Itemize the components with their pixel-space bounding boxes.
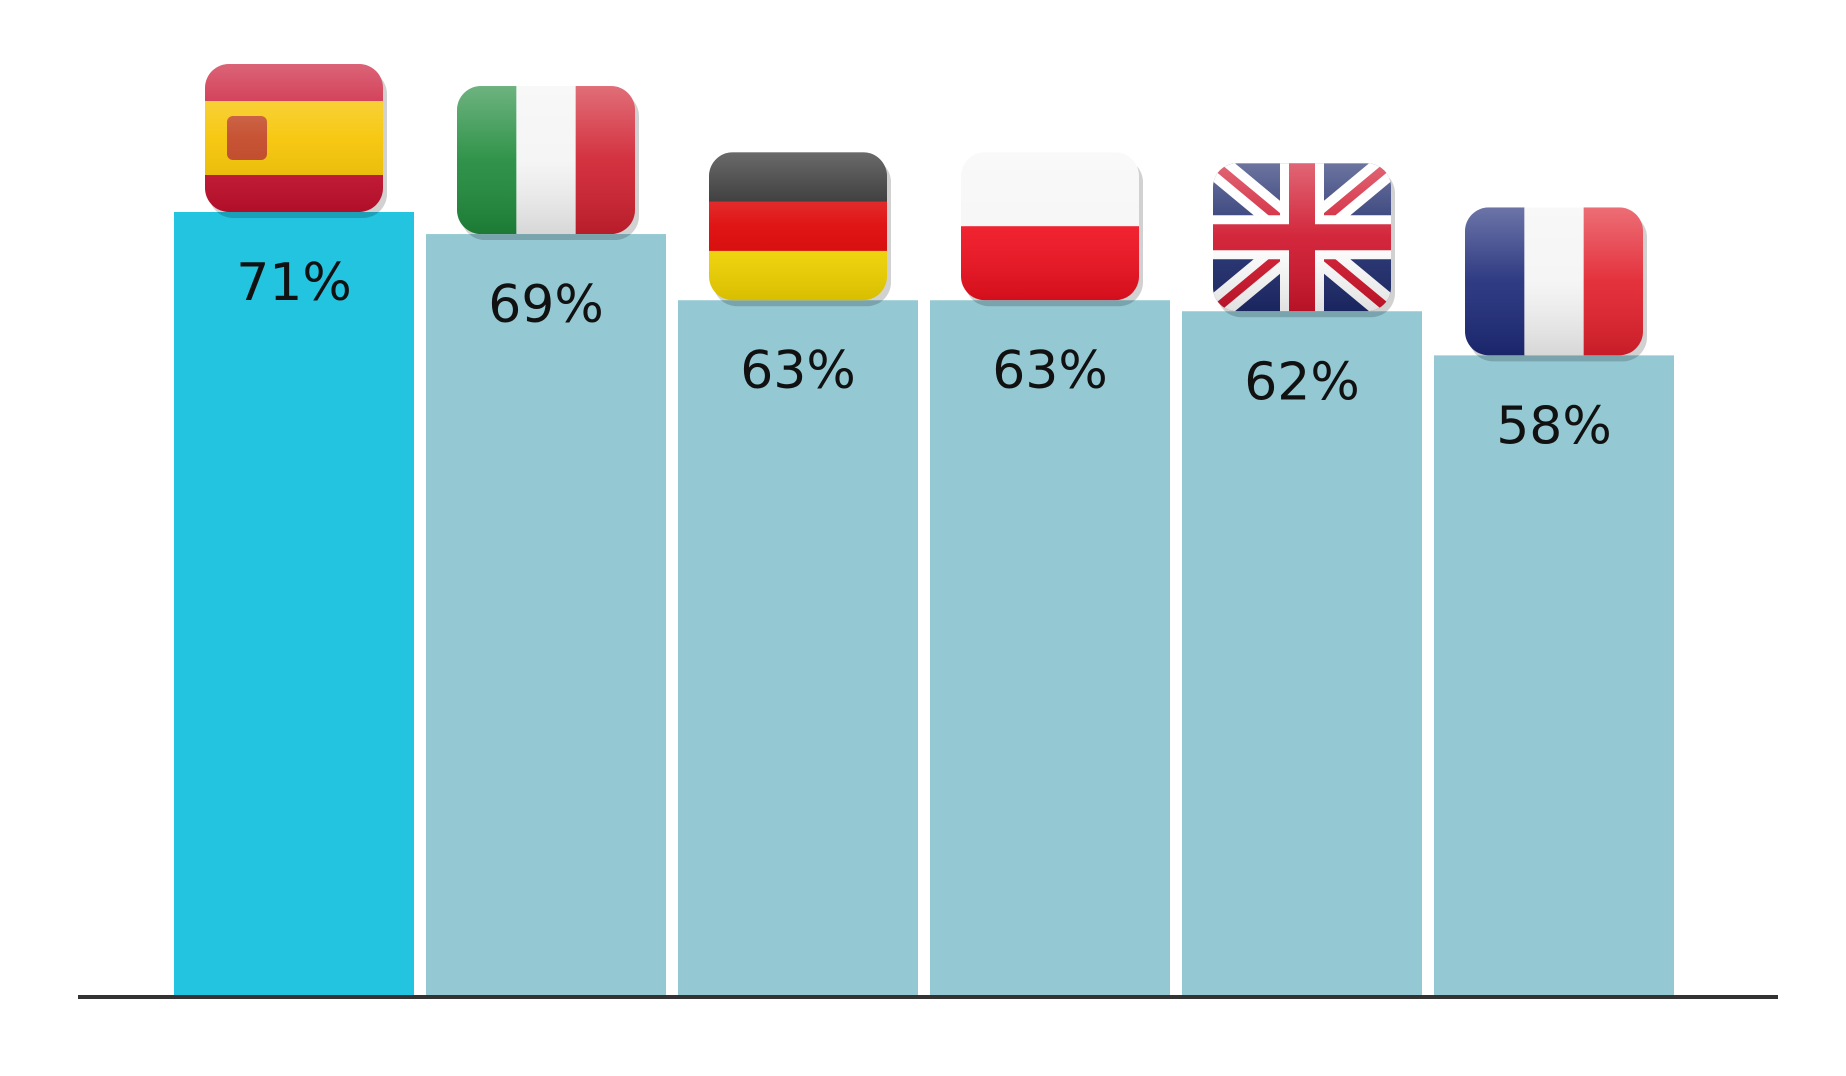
- flag-icon: [205, 64, 383, 212]
- flag-icon: [1465, 207, 1643, 356]
- flag-gloss: [457, 86, 635, 235]
- bar: [678, 300, 918, 995]
- value-label: 69%: [488, 275, 604, 335]
- flag-icon: [457, 86, 635, 235]
- bar: [1182, 311, 1422, 995]
- bar: [174, 212, 414, 995]
- flag-gloss: [1465, 207, 1643, 356]
- value-label: 62%: [1244, 352, 1360, 412]
- bar: [426, 234, 666, 995]
- value-label: 63%: [740, 341, 856, 401]
- flag-gloss: [205, 64, 383, 212]
- flag-icon: [709, 152, 887, 301]
- bar: [930, 300, 1170, 995]
- flag-gloss: [1213, 163, 1391, 312]
- flag-icon: [961, 152, 1139, 301]
- flag-icon: [1213, 163, 1391, 312]
- value-label: 63%: [992, 341, 1108, 401]
- bar: [1434, 355, 1674, 995]
- value-label: 58%: [1496, 396, 1612, 456]
- value-label: 71%: [236, 253, 352, 313]
- flag-gloss: [709, 152, 887, 301]
- flag-gloss: [961, 152, 1139, 301]
